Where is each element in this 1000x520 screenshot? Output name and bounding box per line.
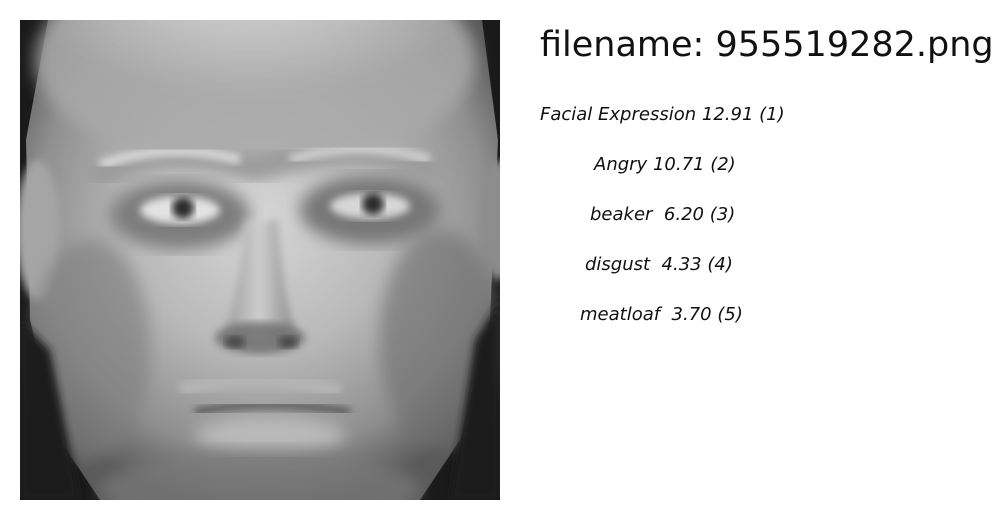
prediction-score: 10.71 [652,154,705,175]
prediction-rank: (2) [710,154,736,175]
prediction-rank: (4) [707,254,733,275]
prediction-row: Facial Expression 12.91 (1) [540,103,785,127]
prediction-score: 12.91 [701,104,754,125]
prediction-row: Angry 10.71 (2) [594,153,736,177]
prediction-rank: (3) [709,204,736,225]
prediction-row: beaker 6.20 (3) [590,203,735,227]
prediction-label: meatloaf [580,304,661,325]
prediction-label: Facial Expression [540,104,697,125]
prediction-score: 3.70 [665,304,712,325]
filename-label: filename: 955519282.png [540,25,994,65]
prediction-score: 4.33 [655,254,702,275]
prediction-score: 6.20 [658,204,704,225]
face-photo [20,20,500,500]
prediction-row: meatloaf 3.70 (5) [580,303,743,327]
prediction-row: disgust 4.33 (4) [585,253,733,277]
prediction-label: disgust [585,254,651,275]
prediction-label: Angry [594,154,648,175]
prediction-rank: (5) [717,304,743,325]
prediction-label: beaker [590,204,653,225]
prediction-rank: (1) [759,104,785,125]
